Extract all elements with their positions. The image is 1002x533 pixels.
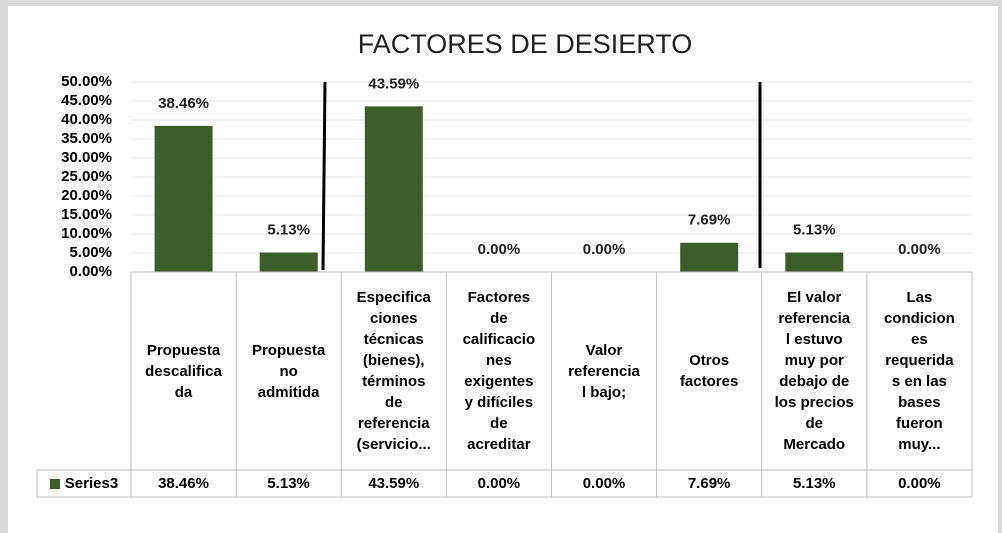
y-tick-label: 0.00%	[69, 263, 112, 280]
x-category-label: Propuesta descalifica da	[145, 341, 222, 401]
bar	[364, 106, 423, 272]
table-value: 7.69%	[687, 475, 731, 492]
data-label: 38.46%	[158, 95, 209, 112]
data-label: 5.13%	[793, 221, 836, 238]
x-category-label: Especifica ciones técnicas (bienes), tér…	[356, 289, 431, 453]
bar	[259, 252, 318, 272]
data-label: 5.13%	[267, 221, 310, 238]
legend-label: Series3	[64, 475, 119, 492]
table-value: 5.13%	[792, 475, 836, 492]
data-label: 0.00%	[898, 241, 941, 258]
x-category-label: Otros factores	[679, 352, 739, 390]
y-tick-label: 5.00%	[69, 244, 112, 261]
legend-key	[49, 478, 60, 489]
y-tick-label: 30.00%	[61, 149, 112, 166]
drawn-line	[321, 81, 327, 271]
y-tick-label: 10.00%	[61, 225, 112, 242]
x-category-label: Propuesta no admitida	[251, 341, 326, 401]
y-tick-label: 20.00%	[61, 187, 112, 204]
x-category-label: El valor referencia l estuvo muy por deb…	[774, 289, 854, 453]
data-label: 43.59%	[368, 75, 419, 92]
y-tick-label: 15.00%	[61, 206, 112, 223]
y-tick-label: 25.00%	[61, 168, 112, 185]
y-tick-label: 35.00%	[61, 130, 112, 147]
table-value: 0.00%	[582, 475, 626, 492]
table-value: 38.46%	[158, 475, 209, 492]
table-value: 0.00%	[898, 475, 941, 492]
table-value: 43.59%	[368, 475, 420, 492]
x-category-label: Valor referencia l bajo;	[568, 341, 640, 401]
x-category-label: Factores de calificacio nes exigentes y …	[462, 289, 536, 453]
y-tick-label: 40.00%	[61, 111, 112, 128]
bar	[785, 252, 844, 272]
data-label: 0.00%	[583, 241, 626, 258]
y-tick-label: 45.00%	[61, 92, 112, 109]
table-value: 0.00%	[477, 475, 521, 492]
y-tick-label: 50.00%	[61, 73, 112, 90]
table-value: 5.13%	[267, 475, 310, 492]
data-label: 0.00%	[478, 241, 521, 258]
x-category-label: Las condicion es requerida s en las base…	[883, 289, 955, 453]
legend-entry: Series3	[37, 470, 131, 497]
bar	[680, 242, 739, 272]
data-label: 7.69%	[688, 212, 731, 229]
chart-title: FACTORES DE DESIERTO	[358, 29, 693, 59]
bar	[154, 125, 213, 273]
